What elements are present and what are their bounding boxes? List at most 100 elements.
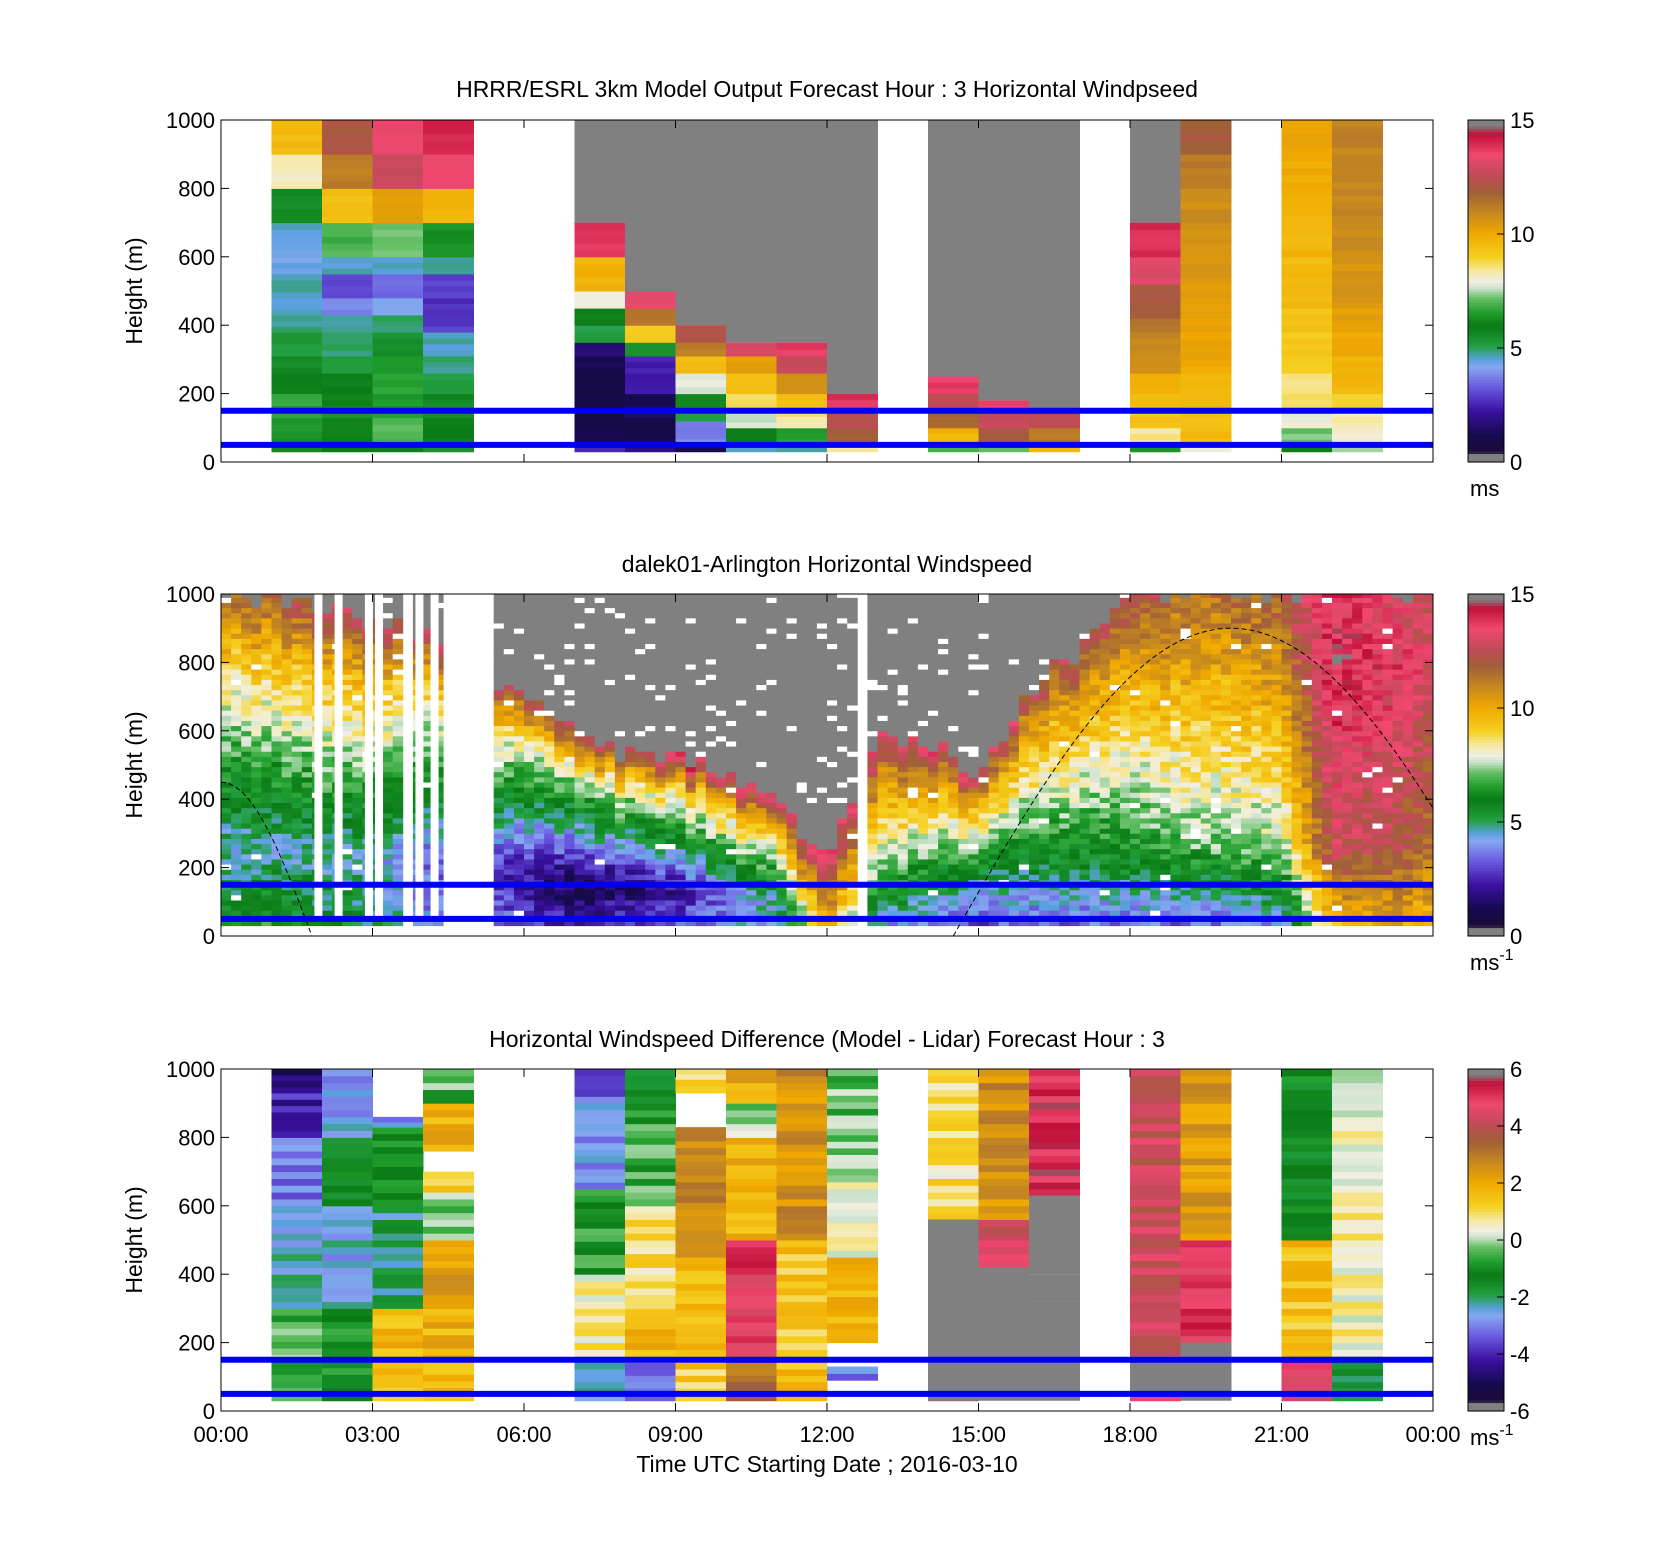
heatmap-cell: [736, 905, 747, 911]
heatmap-cell: [251, 623, 262, 629]
heatmap-cell: [564, 735, 575, 742]
heatmap-cell: [917, 900, 929, 906]
heatmap-cell: [513, 715, 525, 721]
heatmap-cell: [675, 700, 686, 706]
heatmap-cell: [241, 812, 252, 819]
heatmap-cell: [574, 249, 626, 258]
heatmap-cell: [816, 705, 828, 711]
heatmap-cell: [392, 643, 404, 650]
heatmap-cell: [806, 859, 818, 865]
heatmap-cell: [372, 344, 424, 351]
heatmap-cell: [887, 761, 899, 768]
heatmap-cell: [827, 664, 838, 670]
heatmap-cell: [261, 802, 272, 809]
heatmap-cell: [827, 792, 838, 798]
heatmap-cell: [231, 797, 242, 804]
heatmap-cell: [917, 735, 929, 742]
heatmap-cell: [513, 730, 525, 737]
heatmap-cell: [786, 664, 798, 670]
heatmap-cell: [776, 751, 787, 757]
heatmap-cell: [493, 782, 505, 788]
heatmap-cell: [625, 438, 676, 446]
heatmap-cell: [281, 617, 293, 624]
heatmap-cell: [352, 864, 363, 870]
heatmap-cell: [746, 735, 757, 742]
heatmap-cell: [301, 776, 313, 783]
heatmap-cell: [513, 594, 525, 598]
heatmap-cell: [241, 771, 252, 778]
heatmap-cell: [594, 664, 606, 670]
heatmap-cell: [746, 869, 757, 875]
heatmap-cell: [847, 792, 858, 798]
heatmap-cell: [281, 838, 293, 845]
heatmap-cell: [746, 694, 757, 701]
heatmap-cell: [685, 664, 697, 670]
heatmap-cell: [382, 669, 394, 675]
heatmap-cell: [655, 905, 666, 911]
heatmap-cell: [928, 828, 939, 834]
heatmap-cell: [574, 710, 585, 716]
heatmap-cell: [635, 802, 646, 809]
heatmap-cell: [382, 828, 394, 834]
heatmap-cell: [564, 689, 575, 696]
heatmap-cell: [877, 597, 888, 603]
colorbar-swatch: [1468, 350, 1504, 355]
heatmap-cell: [1281, 344, 1333, 351]
heatmap-cell: [917, 766, 929, 773]
heatmap-cell: [806, 797, 818, 804]
heatmap-cell: [877, 700, 888, 706]
colorbar-swatch: [1468, 285, 1504, 289]
heatmap-cell: [796, 792, 808, 798]
heatmap-cell: [544, 602, 555, 609]
heatmap-cell: [614, 633, 626, 639]
heatmap-cell: [645, 787, 656, 793]
heatmap-cell: [221, 628, 232, 634]
heatmap-cell: [715, 828, 727, 834]
heatmap-cell: [776, 633, 787, 639]
heatmap-cell: [1281, 270, 1333, 278]
heatmap-cell: [645, 594, 656, 598]
heatmap-cell: [897, 594, 909, 598]
heatmap-cell: [271, 746, 282, 752]
heatmap-cell: [594, 889, 606, 896]
heatmap-cell: [352, 664, 363, 670]
heatmap-cell: [1332, 422, 1383, 429]
heatmap-cell: [917, 653, 929, 660]
heatmap-cell: [564, 802, 575, 809]
heatmap-cell: [261, 910, 272, 916]
heatmap-cell: [513, 597, 525, 603]
heatmap-cell: [635, 684, 646, 691]
heatmap-cell: [594, 812, 606, 819]
heatmap-cell: [281, 597, 293, 603]
heatmap-cell: [271, 623, 282, 629]
heatmap-cell: [281, 889, 293, 896]
heatmap-cell: [806, 828, 818, 834]
heatmap-cell: [352, 597, 363, 603]
heatmap-cell: [705, 823, 717, 829]
heatmap-cell: [897, 869, 909, 875]
heatmap-cell: [867, 669, 878, 675]
heatmap-cell: [938, 874, 949, 880]
heatmap-cell: [322, 684, 333, 691]
heatmap-cell: [776, 700, 787, 706]
heatmap-cell: [423, 431, 474, 439]
heatmap-cell: [655, 787, 666, 793]
heatmap-cell: [897, 674, 909, 680]
heatmap-cell: [513, 818, 525, 824]
colorbar-swatch: [1468, 356, 1504, 360]
heatmap-cell: [1281, 140, 1333, 148]
heatmap-cell: [271, 694, 282, 701]
heatmap-cell: [907, 751, 919, 757]
heatmap-cell: [806, 771, 818, 778]
heatmap-cell: [645, 807, 656, 814]
heatmap-cell: [796, 843, 808, 850]
heatmap-cell: [513, 638, 525, 644]
heatmap-cell: [897, 782, 909, 788]
heatmap-cell: [291, 818, 303, 824]
heatmap-cell: [261, 674, 272, 680]
heatmap-cell: [342, 602, 353, 609]
heatmap-cell: [625, 361, 676, 368]
heatmap-cell: [372, 262, 424, 269]
heatmap-cell: [524, 617, 535, 624]
heatmap-cell: [867, 664, 878, 670]
